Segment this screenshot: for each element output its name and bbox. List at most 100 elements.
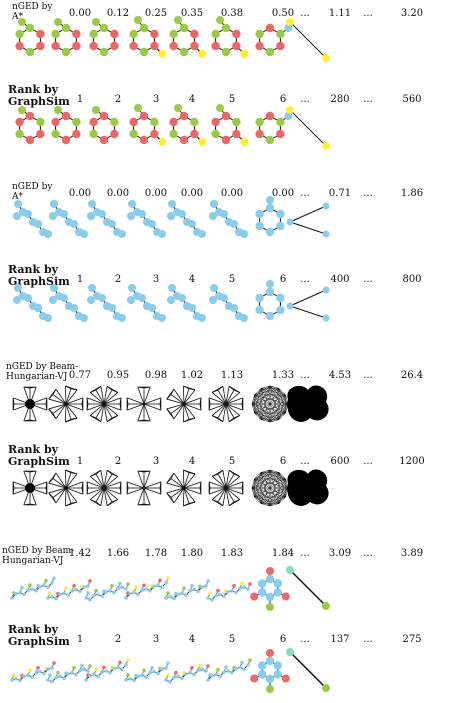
graph-node — [38, 669, 42, 674]
score-label: 0.95 — [106, 370, 130, 381]
graph-node — [281, 592, 290, 601]
graph-node — [242, 667, 246, 671]
graph-edge — [260, 419, 271, 423]
graph-edge — [225, 389, 235, 405]
rank-label: 400 — [330, 274, 350, 285]
graph-node — [188, 589, 192, 593]
graph-thumbnail — [208, 469, 244, 507]
graph-edge — [119, 487, 122, 495]
graph-node — [24, 210, 32, 218]
graph-thumbnail — [206, 581, 252, 602]
graph-node — [138, 210, 146, 218]
graph-node — [34, 671, 38, 675]
graph-node — [88, 579, 92, 583]
score-label: 3.89 — [400, 548, 424, 559]
graph-edge — [126, 487, 145, 495]
graph-node — [198, 230, 206, 238]
graph-edge — [225, 481, 244, 489]
graph-edge — [126, 397, 145, 405]
graph-node — [44, 578, 48, 583]
score-label: ... — [300, 8, 310, 19]
graph-node — [140, 673, 144, 677]
graph-edge — [251, 472, 262, 489]
graph-thumbnail — [48, 469, 84, 507]
rank-label: 3 — [152, 456, 160, 467]
graph-edge — [183, 472, 190, 489]
graph-edge — [182, 403, 185, 423]
graph-edge — [48, 482, 67, 489]
graph-node — [266, 649, 274, 657]
graph-edge — [254, 394, 289, 405]
graph-edge — [217, 389, 227, 405]
graph-node — [240, 138, 249, 146]
graph-node — [54, 675, 58, 680]
graph-node — [218, 592, 222, 597]
graph-node — [134, 16, 142, 24]
graph-thumbnail — [129, 16, 167, 58]
graph-node — [180, 676, 184, 680]
graph-edge — [106, 417, 113, 423]
graph-node — [62, 676, 66, 680]
graph-node — [120, 585, 124, 589]
graph-node — [258, 670, 267, 679]
graph-edge — [208, 481, 211, 489]
graph-node — [172, 596, 176, 601]
graph-node — [72, 584, 76, 588]
graph-edge — [212, 415, 219, 419]
graph-thumbnail — [286, 286, 330, 322]
graph-edge — [260, 388, 286, 414]
graph-node — [88, 284, 96, 292]
graph-node — [226, 669, 230, 673]
graph-edge — [211, 476, 227, 489]
graph-edge — [166, 403, 185, 410]
graph-edge — [111, 473, 118, 477]
graph-node — [265, 574, 275, 584]
graph-edge — [278, 388, 286, 396]
score-label: 0.00 — [220, 188, 244, 199]
graph-node — [66, 672, 70, 676]
graph-node — [232, 41, 241, 51]
rank-label: 137 — [330, 634, 350, 645]
graph-node — [166, 576, 170, 580]
graph-node — [118, 230, 126, 238]
graph-edge — [228, 417, 235, 423]
graph-thumbnail — [255, 196, 285, 237]
graph-edge — [166, 398, 185, 405]
graph-node — [276, 209, 285, 219]
graph-thumbnail — [208, 385, 244, 423]
graph-thumbnail — [49, 284, 88, 322]
graph-node — [276, 129, 285, 139]
graph-node — [322, 684, 330, 692]
graph-node — [44, 314, 52, 322]
score-label: ... — [300, 370, 310, 381]
graph-edge — [251, 478, 255, 489]
graph-edge — [65, 473, 78, 489]
graph-node — [140, 588, 144, 592]
graph-node — [204, 669, 208, 673]
graph-edge — [143, 470, 151, 489]
graph-node — [72, 129, 81, 139]
graph-edge — [143, 403, 162, 411]
graph-thumbnail — [167, 284, 206, 322]
score-label: ... — [300, 188, 310, 199]
graph-node — [179, 23, 189, 33]
graph-edge — [182, 469, 185, 489]
graph-node — [158, 314, 166, 322]
graph-node — [167, 296, 175, 304]
graph-node — [221, 47, 231, 57]
graph-node — [232, 584, 236, 588]
graph-node — [196, 668, 200, 673]
score-label: 0.38 — [220, 8, 244, 19]
graph-node — [118, 581, 122, 586]
graph-thumbnail — [250, 567, 290, 611]
graph-edge — [166, 482, 185, 489]
score-label: 0.00 — [144, 188, 168, 199]
graph-node — [30, 587, 34, 591]
graph-edge — [183, 389, 196, 405]
graph-node — [209, 212, 217, 220]
score-label: 1.83 — [220, 548, 244, 559]
graph-node — [10, 596, 14, 600]
graph-edge — [211, 392, 227, 405]
graph-thumbnail — [84, 658, 130, 682]
graph-edge — [173, 403, 185, 420]
